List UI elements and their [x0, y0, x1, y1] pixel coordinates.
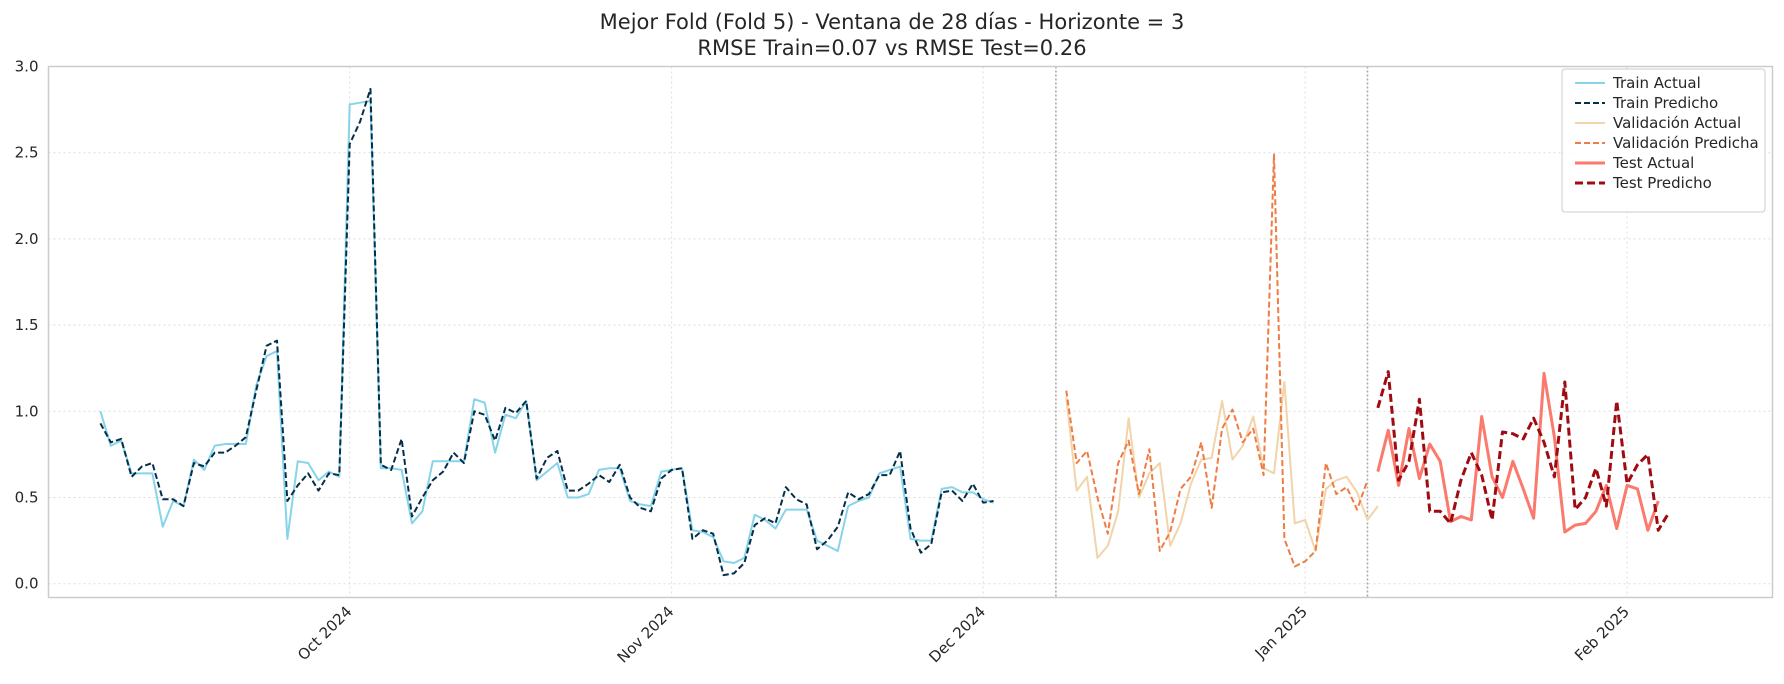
legend-items: Train Actual Train Predicho Validación Act…: [1575, 74, 1759, 192]
chart-title: Mejor Fold (Fold 5) - Ventana de 28 días…: [600, 10, 1185, 34]
split-lines-layer: [1055, 66, 1369, 598]
series-line: [1065, 153, 1369, 568]
legend-box: [1561, 68, 1766, 213]
legend-label: Validación Actual: [1613, 114, 1741, 132]
plot-frame: [47, 65, 1774, 599]
legend: Train Actual Train Predicho Validación Act…: [1561, 68, 1766, 213]
legend-label: Test Actual: [1612, 154, 1694, 172]
y-tick-label: 0.5: [15, 489, 39, 507]
series-line: [99, 87, 994, 577]
legend-label: Validación Predicha: [1613, 134, 1759, 152]
chart-subtitle: RMSE Train=0.07 vs RMSE Test=0.26: [697, 36, 1086, 60]
legend-label: Train Actual: [1612, 74, 1701, 92]
series-layer: [99, 87, 1670, 577]
y-tick-label: 1.5: [15, 316, 39, 334]
y-tick-label: 2.0: [15, 230, 39, 248]
y-tick-labels: 0.0 0.5 1.0 1.5 2.0 2.5 3.0: [15, 58, 39, 593]
series-line: [1065, 381, 1379, 559]
y-tick-label: 1.0: [15, 402, 39, 420]
legend-label: Train Predicho: [1612, 94, 1718, 112]
y-tick-label: 3.0: [15, 58, 39, 76]
legend-label: Test Predicho: [1612, 174, 1712, 192]
series-line: [1376, 370, 1670, 532]
y-tick-label: 2.5: [15, 144, 39, 162]
y-tick-label: 0.0: [15, 575, 39, 593]
